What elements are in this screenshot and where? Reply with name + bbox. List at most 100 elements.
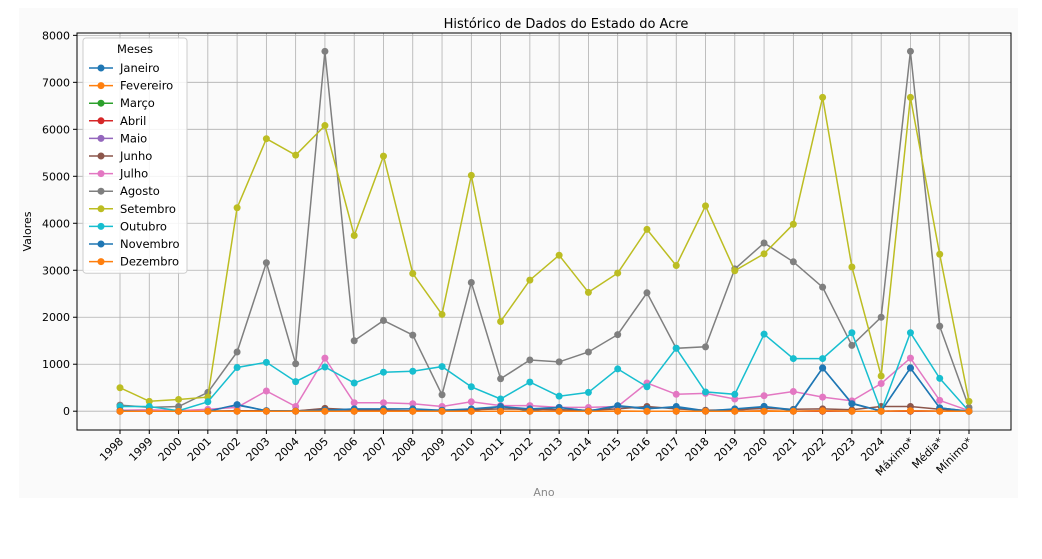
- legend-label: Agosto: [120, 184, 160, 198]
- legend-label: Abril: [120, 114, 146, 128]
- data-point: [848, 400, 856, 408]
- data-point: [584, 348, 592, 356]
- legend-marker: [97, 64, 105, 72]
- data-point: [789, 258, 797, 266]
- y-axis-label: Valores: [21, 211, 34, 251]
- x-tick-label: 2005: [302, 435, 331, 464]
- data-point: [584, 288, 592, 296]
- data-point: [731, 267, 739, 275]
- data-point: [262, 259, 270, 267]
- plot-frame: [76, 32, 1012, 431]
- data-point: [438, 363, 446, 371]
- legend-marker: [97, 258, 105, 266]
- data-point: [936, 322, 944, 330]
- x-tick-label: 2021: [770, 435, 799, 464]
- legend-marker: [97, 82, 105, 90]
- data-point: [584, 388, 592, 396]
- data-point: [760, 239, 768, 247]
- data-point: [819, 283, 827, 291]
- data-point: [643, 225, 651, 233]
- legend-label: Janeiro: [119, 61, 160, 75]
- x-tick-label: 2015: [595, 435, 624, 464]
- data-point: [760, 392, 768, 400]
- data-point: [233, 364, 241, 372]
- data-point: [702, 407, 710, 415]
- data-point: [906, 364, 914, 372]
- data-point: [848, 329, 856, 337]
- data-point: [906, 47, 914, 55]
- data-point: [409, 407, 417, 415]
- series-julho: [116, 354, 973, 415]
- data-point: [204, 398, 212, 406]
- chart-title: Histórico de Dados do Estado do Acre: [444, 17, 689, 32]
- data-point: [614, 407, 622, 415]
- series-agosto: [116, 47, 973, 411]
- x-tick-label: 2017: [653, 435, 682, 464]
- data-point: [672, 407, 680, 415]
- data-point: [262, 358, 270, 366]
- data-point: [760, 407, 768, 415]
- x-tick-label: 2000: [156, 435, 185, 464]
- data-point: [760, 330, 768, 338]
- data-point: [643, 383, 651, 391]
- y-tick-label: 4000: [42, 217, 70, 230]
- legend-marker: [97, 152, 105, 160]
- data-point: [350, 399, 358, 407]
- data-point: [819, 407, 827, 415]
- y-tick-label: 8000: [42, 29, 70, 42]
- legend-marker: [97, 187, 105, 195]
- data-point: [936, 407, 944, 415]
- y-tick-label: 0: [63, 405, 70, 418]
- data-point: [497, 317, 505, 325]
- x-tick-label: 2022: [800, 435, 829, 464]
- data-point: [379, 152, 387, 160]
- data-point: [292, 378, 300, 386]
- x-tick-label: 2019: [712, 435, 741, 464]
- legend-label: Dezembro: [120, 255, 179, 269]
- legend-box: [82, 37, 188, 274]
- legend-label: Março: [120, 96, 155, 110]
- data-point: [555, 358, 563, 366]
- x-tick-label: 2002: [214, 435, 243, 464]
- data-point: [965, 407, 973, 415]
- data-point: [438, 407, 446, 415]
- data-point: [906, 329, 914, 337]
- data-point: [145, 397, 153, 405]
- x-tick-label: 2011: [478, 435, 507, 464]
- data-point: [321, 354, 329, 362]
- data-point: [614, 331, 622, 339]
- data-point: [906, 93, 914, 101]
- data-point: [116, 384, 124, 392]
- data-point: [292, 151, 300, 159]
- data-point: [262, 387, 270, 395]
- data-point: [760, 250, 768, 258]
- data-point: [497, 375, 505, 383]
- data-point: [819, 93, 827, 101]
- data-point: [643, 407, 651, 415]
- data-point: [321, 407, 329, 415]
- data-point: [614, 365, 622, 373]
- data-point: [233, 407, 241, 415]
- data-point: [467, 278, 475, 286]
- data-point: [906, 407, 914, 415]
- data-point: [438, 391, 446, 399]
- y-tick-label: 1000: [42, 358, 70, 371]
- y-tick-label: 6000: [42, 123, 70, 136]
- data-point: [321, 363, 329, 371]
- data-point: [350, 379, 358, 387]
- x-tick-label: 2013: [536, 435, 565, 464]
- data-point: [702, 343, 710, 351]
- x-tick-label: 1998: [97, 435, 126, 464]
- x-tick-label: 1999: [126, 435, 155, 464]
- series-setembro: [116, 93, 973, 405]
- y-tick-label: 5000: [42, 170, 70, 183]
- data-point: [789, 355, 797, 363]
- data-point: [936, 250, 944, 258]
- data-point: [614, 269, 622, 277]
- data-point: [672, 262, 680, 270]
- data-point: [526, 276, 534, 284]
- legend-label: Julho: [119, 167, 148, 181]
- data-point: [409, 270, 417, 278]
- y-tick-label: 7000: [42, 76, 70, 89]
- data-point: [204, 407, 212, 415]
